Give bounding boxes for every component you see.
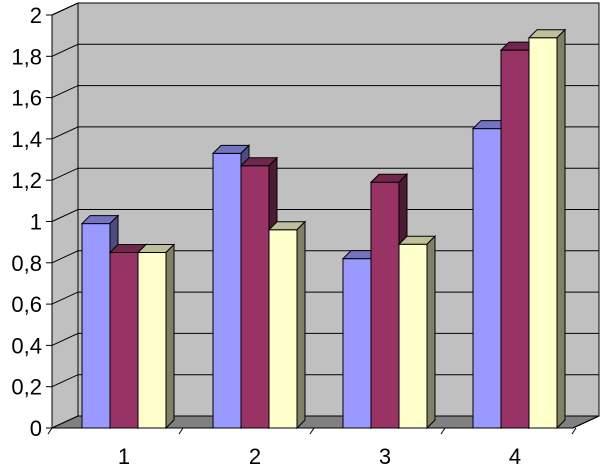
bar-front [268,229,298,429]
bar [136,243,176,430]
x-axis-edge [572,415,600,429]
bar-front [500,49,530,429]
y-tick-label: 0,8 [11,251,42,276]
x-tick-mark [178,427,184,435]
bar-front [528,37,558,429]
bar-side [556,28,566,430]
x-tick-label: 1 [118,444,130,468]
x-tick-label: 3 [379,444,391,468]
gridline [51,209,599,222]
bar [527,28,567,430]
y-tick-label: 1 [30,210,42,235]
y-tick-label: 1,4 [11,127,42,152]
gridline [51,126,599,140]
bar [397,235,437,430]
bar-front [472,128,502,429]
bar-side [296,220,306,430]
bar-front [109,251,139,429]
x-tick-label: 4 [509,444,521,468]
y-tick-label: 0,2 [11,375,42,400]
axes-layer [46,14,600,435]
x-tick-mark [309,427,315,435]
gridline [51,167,599,181]
bars-layer [80,28,567,430]
bar-side [165,243,175,430]
bar-front [398,243,428,429]
x-tick-mark [571,427,577,435]
bar-side [426,235,436,430]
y-tick-label: 1,6 [11,86,42,111]
y-tick-label: 0 [30,416,42,441]
y-tick-label: 0,6 [11,292,42,317]
bar [267,220,307,430]
gridline [51,85,599,99]
bar-front [370,181,400,429]
bar-front [137,251,167,429]
y-tick-label: 1,8 [11,44,42,69]
bar-front [212,152,242,429]
x-tick-mark [440,427,446,435]
y-tick-label: 2 [30,3,42,28]
x-tick-mark [47,427,53,435]
gridline [51,2,599,16]
y-tick-labels: 0 0,2 0,4 0,6 0,8 1 1,2 1,4 1,6 1,8 2 [11,3,42,441]
y-tick-label: 1,2 [11,168,42,193]
x-tick-labels: 1 2 3 4 [118,444,521,468]
y-tick-label: 0,4 [11,333,42,358]
bar-front [240,165,270,429]
gridline [51,43,599,57]
x-tick-label: 2 [249,444,261,468]
bar-front [81,223,111,429]
bar-front [342,258,372,429]
